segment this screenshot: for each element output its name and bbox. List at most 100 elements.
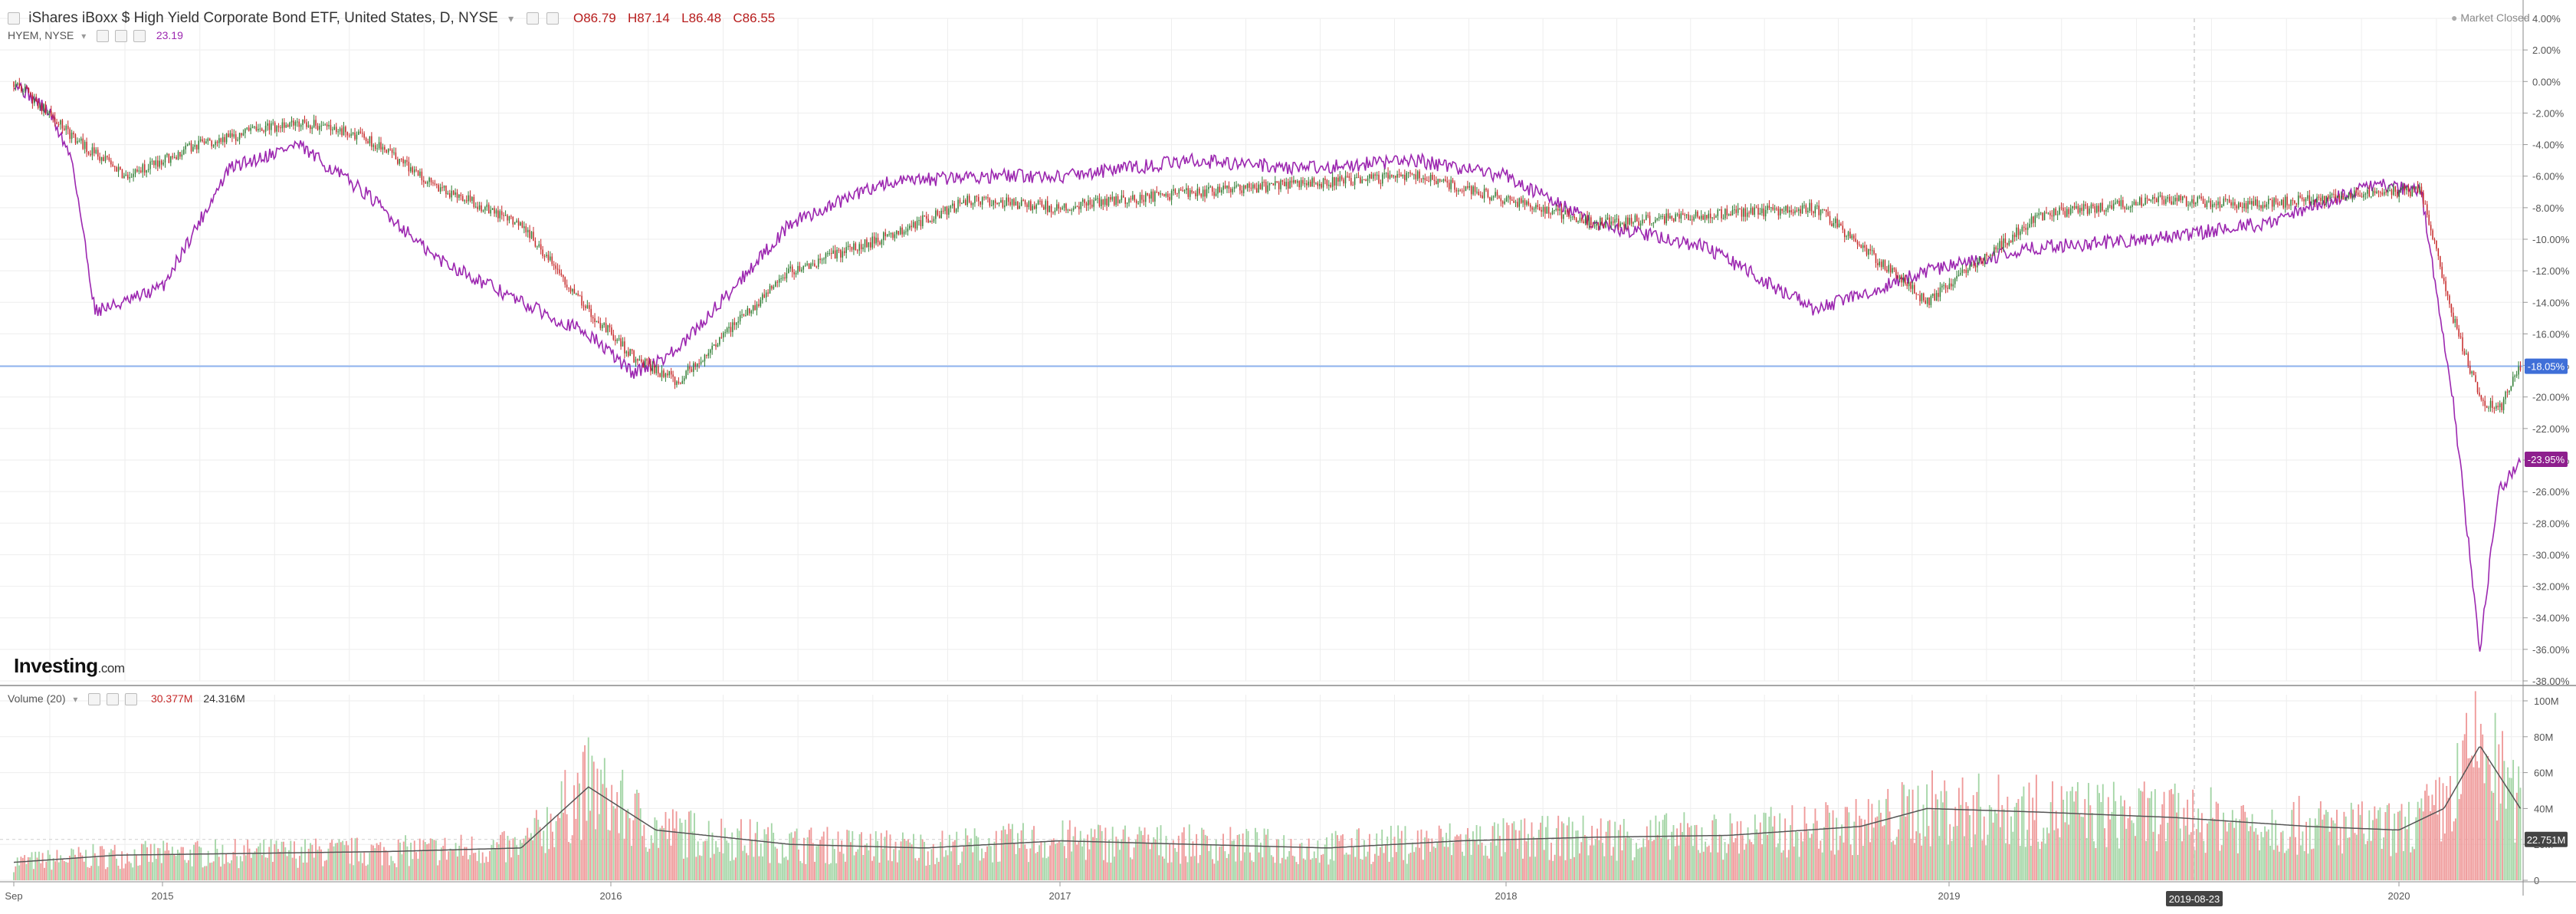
candle-body xyxy=(851,246,853,250)
volume-bar xyxy=(2487,755,2489,880)
volume-bar xyxy=(864,844,866,880)
candle-body xyxy=(2327,196,2329,199)
candle-body xyxy=(460,194,462,196)
candle-body xyxy=(1173,189,1174,191)
volume-bar xyxy=(1426,830,1428,880)
volume-bar xyxy=(1999,827,2001,880)
investing-logo[interactable]: Investing.com xyxy=(14,654,125,678)
volume-bar xyxy=(1262,857,1264,880)
candle-body xyxy=(577,293,579,296)
compare-symbol[interactable]: HYEM, NYSE xyxy=(8,29,74,41)
close-icon[interactable] xyxy=(546,12,559,25)
volume-bar xyxy=(968,842,970,880)
candle-body xyxy=(2204,203,2206,208)
settings-icon[interactable] xyxy=(527,12,540,25)
candle-body xyxy=(2146,197,2148,199)
volume-bar xyxy=(1104,827,1107,880)
candle-body xyxy=(229,133,231,137)
candle-body xyxy=(1465,186,1467,191)
volume-bar xyxy=(1841,824,1843,880)
candle-body xyxy=(1849,232,1851,238)
volume-label[interactable]: Volume (20) xyxy=(8,692,66,705)
candle-body xyxy=(1330,184,1331,187)
candle-body xyxy=(881,240,883,245)
volume-bar xyxy=(1784,818,1787,880)
candle-body xyxy=(1429,174,1432,182)
candle-body xyxy=(775,281,776,287)
volume-bar xyxy=(2289,837,2291,880)
volume-bar xyxy=(347,845,349,880)
volume-bar xyxy=(911,844,913,880)
dropdown-icon[interactable]: ▾ xyxy=(508,12,514,25)
symbol-title[interactable]: iShares iBoxx $ High Yield Corporate Bon… xyxy=(28,10,498,26)
candle-body xyxy=(2148,199,2150,201)
volume-bar xyxy=(855,851,857,880)
candle-body xyxy=(678,381,680,383)
candle-body xyxy=(2292,199,2294,201)
volume-bar xyxy=(1390,825,1392,880)
volume-bar xyxy=(1659,821,1660,880)
volume-bar xyxy=(2071,786,2073,880)
candle-body xyxy=(868,242,870,248)
volume-bar xyxy=(647,851,648,880)
volume-bar xyxy=(440,847,442,880)
volume-close-icon[interactable] xyxy=(125,693,138,706)
candle-body xyxy=(1665,213,1667,224)
volume-bar xyxy=(747,855,750,880)
volume-bar xyxy=(1502,818,1505,880)
compare-close-icon[interactable] xyxy=(133,30,146,43)
candle-body xyxy=(464,200,465,202)
collapse-icon[interactable] xyxy=(8,12,20,25)
candle-body xyxy=(836,249,838,259)
volume-bar xyxy=(2424,791,2426,880)
volume-bar xyxy=(1926,784,1928,880)
candle-body xyxy=(1221,189,1222,193)
candle-body xyxy=(482,210,484,212)
volume-bar xyxy=(1557,815,1560,880)
candle-body xyxy=(1163,193,1165,196)
candle-body xyxy=(397,159,399,164)
volume-bar xyxy=(2338,845,2340,880)
candle-body xyxy=(585,306,586,308)
candle-body xyxy=(2049,212,2051,215)
volume-bar xyxy=(1683,812,1685,880)
volume-bar xyxy=(1860,818,1862,880)
candle-body xyxy=(2410,191,2411,196)
volume-bar xyxy=(2262,837,2264,880)
volume-bar xyxy=(428,843,430,880)
candle-body xyxy=(719,337,720,345)
volume-bar xyxy=(2168,790,2171,880)
volume-bar xyxy=(345,840,347,880)
volume-bar xyxy=(532,840,534,880)
volume-bar xyxy=(977,837,980,880)
volume-bar xyxy=(1158,855,1160,880)
volume-hide-icon[interactable] xyxy=(107,693,120,706)
volume-bar xyxy=(1377,855,1380,880)
volume-bar xyxy=(2318,808,2320,880)
candle-body xyxy=(1886,269,1888,272)
y-tick-label: -12.00% xyxy=(2532,265,2570,277)
candle-body xyxy=(2374,190,2376,194)
candle-body xyxy=(1748,212,1750,214)
volume-dropdown-icon[interactable]: ▾ xyxy=(73,694,78,705)
volume-bar xyxy=(521,843,523,880)
volume-bar xyxy=(1263,828,1265,880)
compare-settings-icon[interactable] xyxy=(97,30,110,43)
volume-bar xyxy=(1890,842,1892,880)
volume-bar xyxy=(1616,860,1618,880)
volume-bar xyxy=(1318,863,1321,880)
candle-body xyxy=(974,196,976,204)
volume-bar xyxy=(566,814,568,880)
compare-dropdown-icon[interactable]: ▾ xyxy=(81,31,87,41)
candle-body xyxy=(1372,174,1374,179)
candle-body xyxy=(1605,219,1606,228)
volume-bar xyxy=(1222,833,1224,880)
compare-hide-icon[interactable] xyxy=(115,30,128,43)
volume-bar xyxy=(2132,823,2135,880)
candle-body xyxy=(1735,209,1738,213)
volume-settings-icon[interactable] xyxy=(88,693,101,706)
volume-bar xyxy=(2140,791,2141,880)
volume-bar xyxy=(2194,850,2196,880)
volume-bar xyxy=(374,848,376,880)
